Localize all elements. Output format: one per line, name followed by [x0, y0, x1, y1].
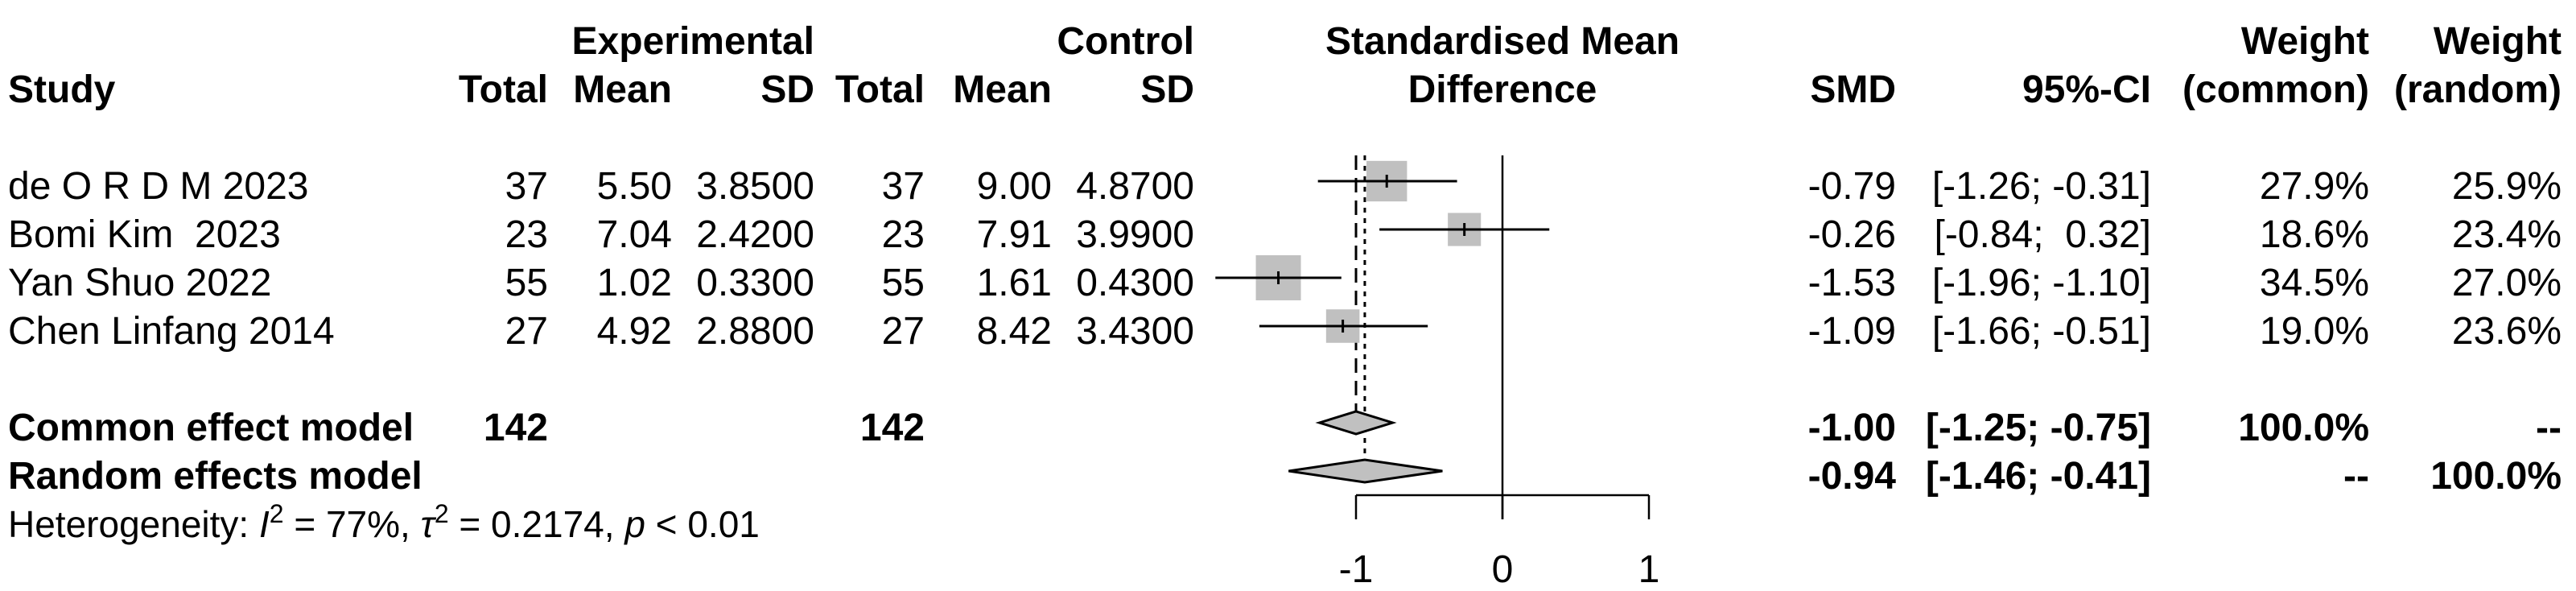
heterogeneity-text: Heterogeneity: I2 = 77%, τ2 = 0.2174, p … — [8, 501, 760, 545]
header-weight-common-1: Weight — [2240, 20, 2369, 63]
study-ci: [-1.26; -0.31] — [1931, 165, 2151, 208]
study-e-total: 27 — [505, 310, 548, 353]
study-ci: [-1.96; -1.10] — [1931, 262, 2151, 304]
study-c-sd: 4.8700 — [1076, 165, 1194, 208]
study-w-random: 23.6% — [2451, 310, 2562, 353]
study-c-sd: 3.4300 — [1076, 310, 1194, 353]
study-c-total: 55 — [881, 262, 925, 304]
study-w-random: 23.4% — [2451, 213, 2562, 256]
random-label: Random effects model — [8, 455, 422, 498]
study-smd: -0.26 — [1807, 213, 1896, 256]
study-ci: [-0.84; 0.32] — [1934, 213, 2151, 256]
study-e-mean: 1.02 — [596, 262, 672, 304]
study-c-mean: 9.00 — [976, 165, 1052, 208]
study-e-sd: 2.8800 — [696, 310, 814, 353]
header-e-total: Total — [458, 68, 548, 111]
study-e-mean: 4.92 — [596, 310, 672, 353]
study-c-mean: 7.91 — [976, 213, 1052, 256]
study-e-total: 23 — [505, 213, 548, 256]
study-name: Bomi Kim 2023 — [8, 213, 281, 256]
study-name: Chen Linfang 2014 — [8, 310, 335, 353]
study-e-sd: 3.8500 — [696, 165, 814, 208]
study-w-random: 27.0% — [2451, 262, 2562, 304]
study-w-common: 19.0% — [2259, 310, 2369, 353]
x-tick-label: -1 — [1339, 548, 1374, 591]
header-c-mean: Mean — [953, 68, 1052, 111]
header-e-sd: SD — [760, 68, 814, 111]
header-smd-title-2: Difference — [1408, 68, 1597, 111]
x-tick-label: 0 — [1492, 548, 1514, 591]
header-c-total: Total — [835, 68, 925, 111]
study-smd: -1.53 — [1807, 262, 1896, 304]
study-w-common: 34.5% — [2259, 262, 2369, 304]
study-w-random: 25.9% — [2451, 165, 2562, 208]
het-tau-symbol: τ — [420, 503, 435, 545]
header-control: Control — [1057, 20, 1194, 63]
header-weight-random-2: (random) — [2394, 68, 2562, 111]
het-p-value: < 0.01 — [645, 503, 760, 545]
header-weight-common-2: (common) — [2182, 68, 2369, 111]
common-ci: [-1.25; -0.75] — [1925, 407, 2151, 449]
x-tick-label: 1 — [1638, 548, 1660, 591]
common-label: Common effect model — [8, 407, 414, 449]
study-c-mean: 8.42 — [976, 310, 1052, 353]
study-c-total: 27 — [881, 310, 925, 353]
header-ci: 95%-CI — [2022, 68, 2151, 111]
study-name: de O R D M 2023 — [8, 165, 309, 208]
het-tau-superscript: 2 — [434, 499, 449, 528]
study-c-sd: 0.4300 — [1076, 262, 1194, 304]
random-effect-diamond — [1288, 458, 1443, 484]
study-smd: -0.79 — [1807, 165, 1896, 208]
header-experimental: Experimental — [571, 20, 814, 63]
study-e-total: 55 — [505, 262, 548, 304]
header-e-mean: Mean — [573, 68, 672, 111]
het-i2-superscript: 2 — [269, 499, 284, 528]
header-smd: SMD — [1810, 68, 1896, 111]
common-smd: -1.00 — [1807, 407, 1896, 449]
study-c-sd: 3.9900 — [1076, 213, 1194, 256]
study-smd: -1.09 — [1807, 310, 1896, 353]
study-w-common: 18.6% — [2259, 213, 2369, 256]
common-c-total: 142 — [859, 407, 925, 449]
het-tau-value: = 0.2174, — [448, 503, 625, 545]
study-e-mean: 5.50 — [596, 165, 672, 208]
study-ci: [-1.66; -0.51] — [1931, 310, 2151, 353]
header-smd-title-1: Standardised Mean — [1325, 20, 1680, 63]
study-e-sd: 2.4200 — [696, 213, 814, 256]
study-c-total: 23 — [881, 213, 925, 256]
random-smd: -0.94 — [1807, 455, 1896, 498]
common-e-total: 142 — [483, 407, 548, 449]
het-prefix: Heterogeneity: — [8, 503, 259, 545]
het-i2-symbol: I — [258, 503, 270, 545]
header-study: Study — [8, 68, 116, 111]
random-weight-common: -- — [2343, 455, 2369, 498]
study-w-common: 27.9% — [2259, 165, 2369, 208]
random-ci: [-1.46; -0.41] — [1925, 455, 2151, 498]
study-name: Yan Shuo 2022 — [8, 262, 272, 304]
study-e-total: 37 — [505, 165, 548, 208]
study-c-total: 37 — [881, 165, 925, 208]
het-i2-value: = 77%, — [283, 503, 421, 545]
common-effect-diamond — [1315, 410, 1397, 436]
header-weight-random-1: Weight — [2433, 20, 2562, 63]
common-weight-common: 100.0% — [2238, 407, 2369, 449]
random-weight-random: 100.0% — [2430, 455, 2562, 498]
study-e-sd: 0.3300 — [696, 262, 814, 304]
common-weight-random: -- — [2536, 407, 2562, 449]
het-p-symbol: p — [624, 503, 645, 545]
header-c-sd: SD — [1140, 68, 1194, 111]
study-e-mean: 7.04 — [596, 213, 672, 256]
study-c-mean: 1.61 — [976, 262, 1052, 304]
